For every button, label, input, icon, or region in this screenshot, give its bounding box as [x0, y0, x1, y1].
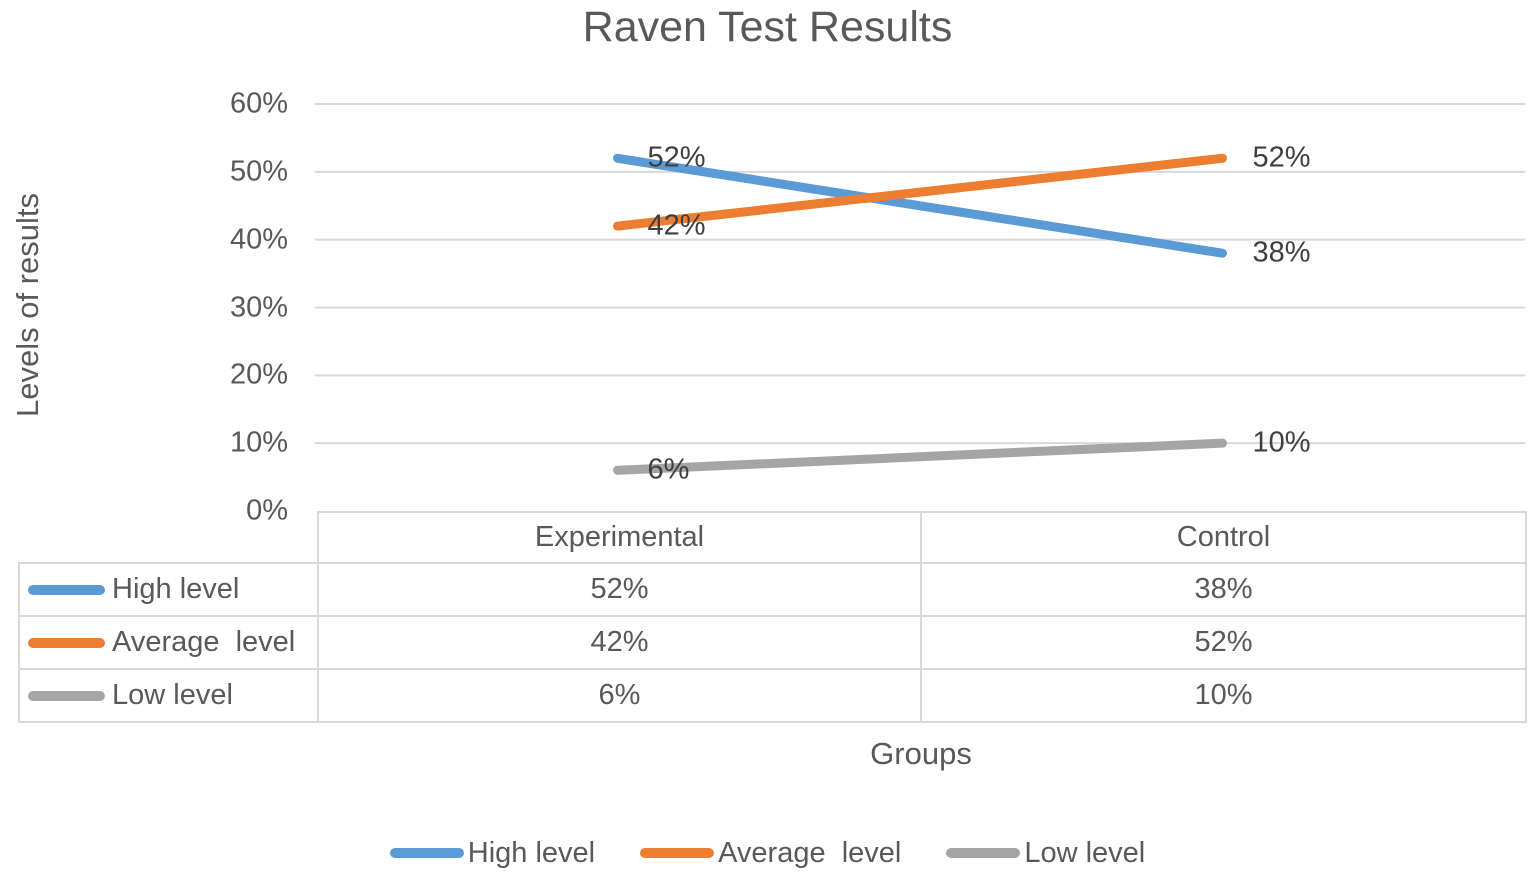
series-label: High level	[112, 573, 240, 605]
table-row: Low level 6% 10%	[18, 668, 1527, 723]
data-table: Experimental Control High level 52% 38% …	[18, 511, 1527, 723]
table-header-control: Control	[920, 511, 1527, 564]
table-cell: 6%	[317, 668, 922, 723]
average-level-legend-key-icon	[640, 847, 715, 858]
data-label: 52%	[1252, 141, 1311, 174]
chart-title: Raven Test Results	[582, 3, 953, 51]
y-tick-label: 50%	[229, 155, 288, 188]
legend-label: Average level	[718, 836, 902, 869]
table-cell: 10%	[920, 668, 1527, 723]
legend-item-high-level: High level	[389, 836, 596, 871]
legend-label: Low level	[1024, 836, 1146, 869]
legend-item-average-level: Average level	[640, 836, 901, 871]
table-cell: 42%	[317, 615, 922, 670]
x-axis-title: Groups	[870, 736, 972, 771]
legend-item-low-level: Low level	[946, 836, 1145, 871]
y-tick-label: 40%	[229, 223, 288, 256]
table-cell: 52%	[317, 562, 922, 617]
data-label: 6%	[647, 453, 690, 486]
legend-label: High level	[467, 836, 596, 869]
table-row: High level 52% 38%	[18, 562, 1527, 617]
high-level-series-key-icon	[28, 584, 105, 595]
y-tick-label: 20%	[229, 358, 288, 391]
series-label: Average level	[112, 626, 296, 658]
table-cell: 38%	[920, 562, 1527, 617]
table-corner-cell	[19, 512, 318, 563]
y-tick-label: 60%	[229, 87, 288, 120]
table-header-experimental: Experimental	[317, 511, 922, 564]
table-row: Average level 42% 52%	[18, 615, 1527, 670]
data-label: 52%	[647, 141, 706, 174]
table-cell: 52%	[920, 615, 1527, 670]
low-level-legend-key-icon	[946, 847, 1021, 858]
y-tick-label: 10%	[229, 426, 288, 459]
data-label: 10%	[1252, 426, 1311, 459]
series-label: Low level	[112, 679, 233, 711]
data-label: 38%	[1252, 236, 1311, 269]
data-label: 42%	[647, 209, 706, 242]
high-level-legend-key-icon	[389, 847, 464, 858]
y-tick-label: 30%	[229, 291, 288, 323]
average-level-series-key-icon	[28, 637, 105, 648]
low-level-series-key-icon	[28, 690, 105, 701]
chart-legend: High level Average level Low level	[0, 834, 1535, 872]
table-header-row: Experimental Control	[19, 511, 1527, 564]
y-tick-label: 0%	[246, 494, 288, 527]
